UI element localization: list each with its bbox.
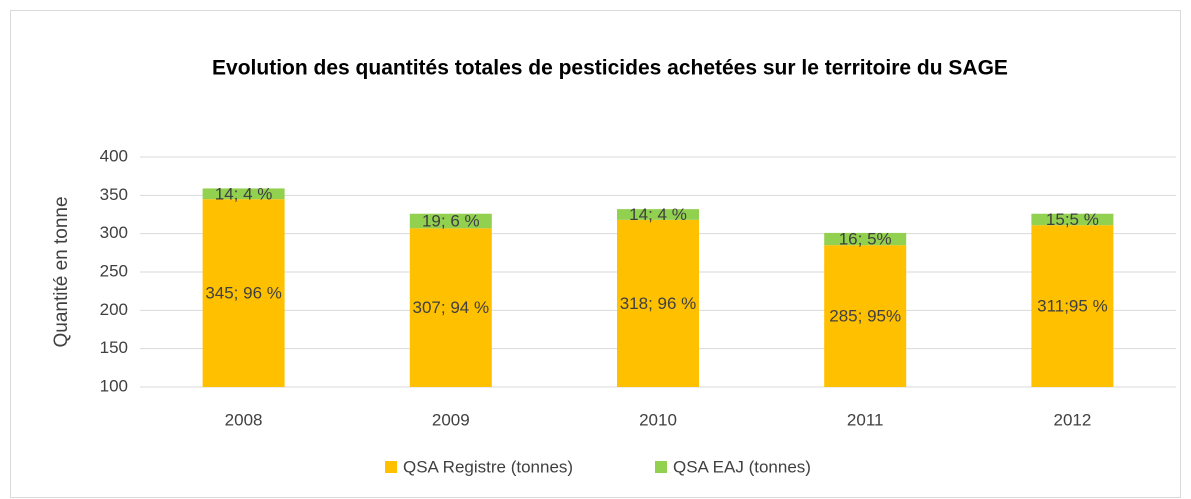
bar-segment: [1031, 225, 1114, 387]
y-axis-label: Quantité en tonne: [51, 196, 72, 347]
legend-swatch: [385, 461, 397, 473]
data-label: 16; 5%: [839, 230, 892, 249]
data-label: 15;5 %: [1046, 210, 1099, 229]
bar-segment: [1031, 213, 1114, 226]
legend-label: QSA EAJ (tonnes): [673, 457, 811, 476]
data-label: 307; 94 %: [413, 298, 490, 317]
bar-segment: [617, 209, 699, 220]
bar-segment: [824, 245, 907, 387]
y-tick-label: 150: [100, 338, 128, 357]
data-label: 311;95 %: [1037, 297, 1108, 316]
chart-border: [10, 10, 1181, 498]
data-label: 285; 95%: [829, 307, 901, 326]
x-tick-label: 2008: [225, 410, 263, 429]
y-tick-label: 350: [100, 185, 128, 204]
data-label: 14; 4 %: [629, 205, 687, 224]
bar-segment: [202, 188, 285, 200]
bar-segment: [409, 213, 492, 229]
x-tick-label: 2011: [847, 410, 884, 429]
bar-segment: [617, 219, 699, 387]
data-label: 345; 96 %: [205, 284, 282, 303]
chart-title: Evolution des quantités totales de pesti…: [212, 57, 1008, 80]
y-tick-label: 300: [100, 223, 128, 242]
bar-segment: [824, 232, 907, 246]
data-label: 19; 6 %: [422, 212, 480, 231]
x-tick-label: 2009: [432, 410, 470, 429]
legend-label: QSA Registre (tonnes): [403, 457, 573, 476]
y-tick-label: 200: [100, 300, 128, 319]
y-tick-label: 100: [100, 376, 128, 395]
data-label: 14; 4 %: [215, 184, 273, 203]
x-tick-label: 2012: [1053, 410, 1091, 429]
bar-segment: [202, 199, 285, 387]
data-label: 318; 96 %: [620, 294, 697, 313]
y-tick-label: 400: [100, 146, 128, 165]
bar-segment: [409, 228, 492, 387]
legend-swatch: [655, 461, 667, 473]
y-tick-label: 250: [100, 261, 128, 280]
x-tick-label: 2010: [639, 410, 677, 429]
